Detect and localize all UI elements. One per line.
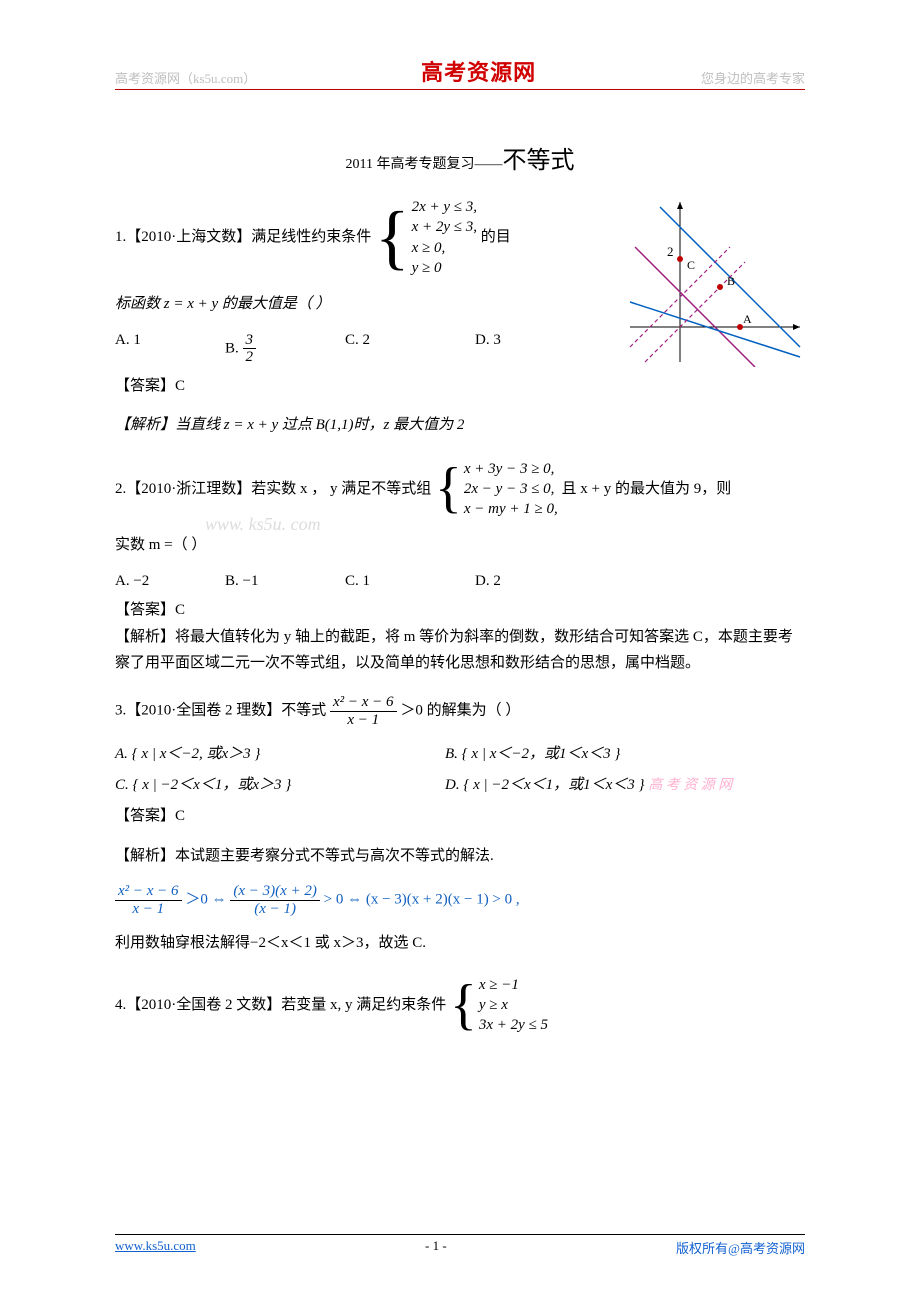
q3-opt-a: A. { x | x＜−2, 或x＞3 } <box>115 742 445 763</box>
q1-opt-d: D. 3 <box>475 332 575 366</box>
svg-text:B: B <box>727 274 735 288</box>
q4-stem: 4.【2010·全国卷 2 文数】若变量 x, y 满足约束条件 { x ≥ −… <box>115 975 805 1036</box>
q2-opt-a: A. −2 <box>115 573 225 590</box>
q3-sol2: x² − x − 6x − 1 ＞0 ⇔ (x − 3)(x + 2)(x − … <box>115 883 805 917</box>
q1-system: { 2x + y ≤ 3, x + 2y ≤ 3, x ≥ 0, y ≥ 0 <box>375 197 477 278</box>
q2-eq1: x + 3y − 3 ≥ 0, <box>464 459 558 479</box>
q4-system: { x ≥ −1 y ≥ x 3x + 2y ≤ 5 <box>450 975 548 1036</box>
q2-tag: 2.【2010·浙江理数】若实数 x ， y 满足不等式组 <box>115 480 431 496</box>
q1-opt-a: A. 1 <box>115 332 225 366</box>
q2-opt-d: D. 2 <box>475 573 575 590</box>
document-title: 2011 年高考专题复习——不等式 <box>115 140 805 175</box>
q3-fraction: x² − x − 6x − 1 <box>330 694 397 728</box>
q2-stem: 2.【2010·浙江理数】若实数 x ， y 满足不等式组 { x + 3y −… <box>115 459 805 520</box>
header-center-logo: 高考资源网 <box>421 55 536 87</box>
q3-sol1: 【解析】本试题主要考察分式不等式与高次不等式的解法. <box>115 844 805 870</box>
q1-solution: 【解析】当直线 z = x + y 过点 B(1,1)时，z 最大值为 2 <box>115 413 805 439</box>
q2-options: A. −2 B. −1 C. 1 D. 2 <box>115 573 805 590</box>
q1-stem: 1.【2010·上海文数】满足线性约束条件 { 2x + y ≤ 3, x + … <box>115 197 615 278</box>
header-right: 您身边的高考专家 <box>701 68 805 87</box>
q2-answer: 【答案】C <box>115 598 805 624</box>
q2-solution: 【解析】将最大值转化为 y 轴上的截距，将 m 等价为斜率的倒数，数形结合可知答… <box>115 625 805 676</box>
page-number: - 1 - <box>425 1238 447 1257</box>
q3-sol3: 利用数轴穿根法解得−2＜x＜1 或 x＞3，故选 C. <box>115 931 805 957</box>
q4-eq3: 3x + 2y ≤ 5 <box>479 1015 548 1035</box>
q4-tag: 4.【2010·全国卷 2 文数】若变量 x, y 满足约束条件 <box>115 997 446 1013</box>
q3-answer: 【答案】C <box>115 804 805 830</box>
q1-tail: 的目 <box>481 229 511 245</box>
q1-eq2: x + 2y ≤ 3, <box>412 217 477 237</box>
header-left: 高考资源网（ks5u.com） <box>115 68 256 87</box>
q4-eq1: x ≥ −1 <box>479 975 548 995</box>
q1-opt-b: B. 32 <box>225 332 345 366</box>
q1-opt-c: C. 2 <box>345 332 475 366</box>
q3-stem: 3.【2010·全国卷 2 理数】不等式 x² − x − 6x − 1 ＞0 … <box>115 694 805 728</box>
q2-tail: 且 x + y 的最大值为 9，则 <box>562 480 732 496</box>
title-main: 不等式 <box>502 148 574 174</box>
svg-text:A: A <box>743 312 752 326</box>
q4-eq2: y ≥ x <box>479 995 548 1015</box>
q1-line2: 标函数 z = x + y 的最大值是（ ） <box>115 292 615 318</box>
q1-answer: 【答案】C <box>115 374 805 400</box>
q2-eq3: x − my + 1 ≥ 0, <box>464 499 558 519</box>
q3-opt-d: D. { x | −2＜x＜1，或1＜x＜3 } <box>445 777 645 793</box>
q1-eq4: y ≥ 0 <box>412 258 477 278</box>
page-header: 高考资源网（ks5u.com） 高考资源网 您身边的高考专家 <box>115 55 805 90</box>
q3-tail: ＞0 的解集为（ ） <box>400 703 520 719</box>
q3-opt-d-wrap: D. { x | −2＜x＜1，或1＜x＜3 } 高 考 资 源 网 <box>445 773 732 794</box>
q2-system: { x + 3y − 3 ≥ 0, 2x − y − 3 ≤ 0, x − my… <box>435 459 558 520</box>
q1-diagram: 2 C B A <box>625 197 805 367</box>
watermark-pink: 高 考 资 源 网 <box>648 778 732 793</box>
footer-copyright: 版权所有@高考资源网 <box>676 1238 805 1257</box>
q3-options: A. { x | x＜−2, 或x＞3 } B. { x | x＜−2，或1＜x… <box>115 742 805 794</box>
footer-url: www.ks5u.com <box>115 1238 196 1257</box>
q2-opt-c: C. 1 <box>345 573 475 590</box>
q1-eq1: 2x + y ≤ 3, <box>412 197 477 217</box>
svg-text:2: 2 <box>667 244 674 259</box>
q3-tag: 3.【2010·全国卷 2 理数】不等式 <box>115 703 326 719</box>
page-footer: www.ks5u.com - 1 - 版权所有@高考资源网 <box>115 1234 805 1257</box>
q3-opt-b: B. { x | x＜−2，或1＜x＜3 } <box>445 742 620 763</box>
svg-text:C: C <box>687 258 695 272</box>
q2-eq2: 2x − y − 3 ≤ 0, <box>464 479 558 499</box>
q3-opt-c: C. { x | −2＜x＜1，或x＞3 } <box>115 773 445 794</box>
watermark-ks5u: www. ks5u. com <box>205 509 321 540</box>
q1-tag: 1.【2010·上海文数】满足线性约束条件 <box>115 229 371 245</box>
q2-opt-b: B. −1 <box>225 573 345 590</box>
title-prefix: 2011 年高考专题复习—— <box>346 157 503 172</box>
q1-eq3: x ≥ 0, <box>412 238 477 258</box>
q1-options: A. 1 B. 32 C. 2 D. 3 <box>115 332 615 366</box>
